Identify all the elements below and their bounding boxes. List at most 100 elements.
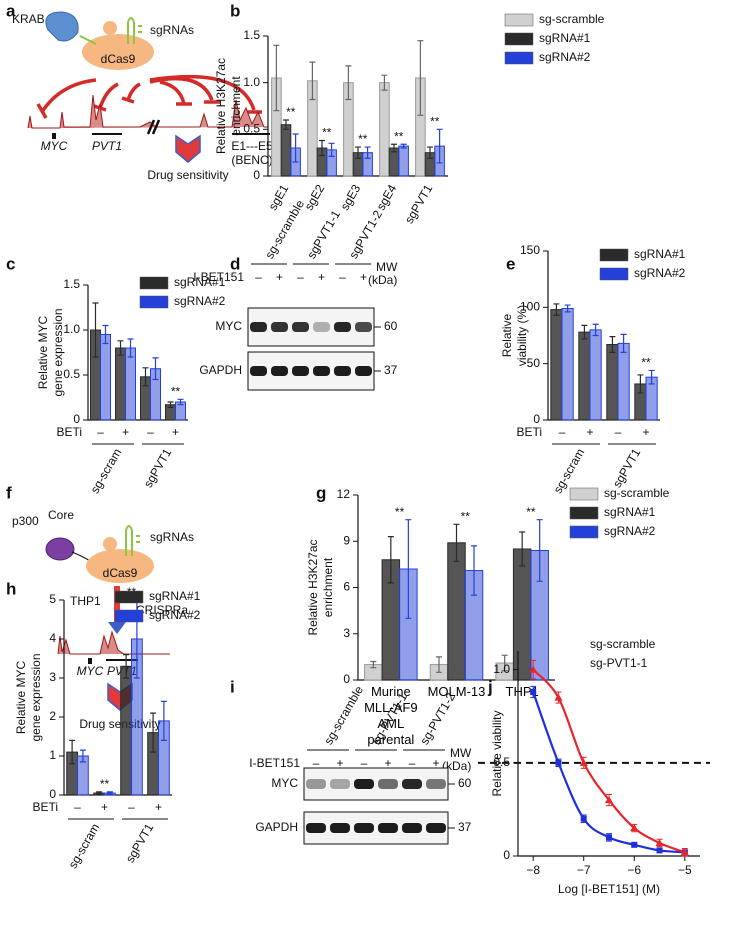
sign: – <box>361 756 368 770</box>
band <box>250 322 267 332</box>
error-bar <box>283 119 289 130</box>
panel-label: e <box>506 254 515 273</box>
legend-swatch <box>504 13 534 27</box>
y-axis-label: Relative viability <box>490 710 504 796</box>
axis <box>357 495 555 681</box>
bar <box>120 665 132 796</box>
label: MYC <box>77 664 104 678</box>
x-tick-label: + <box>642 425 649 439</box>
error-bar <box>417 40 424 116</box>
y-axis-label: Relative MYC <box>14 660 28 734</box>
error-bar <box>620 333 627 353</box>
row-label: MYC <box>271 776 298 790</box>
x-tick-label: Murine MLL-AF9 AML parental <box>364 684 418 747</box>
mw-label: 60 <box>384 319 398 333</box>
band <box>402 823 422 833</box>
gene-marker <box>88 658 92 664</box>
significance: ** <box>526 505 536 519</box>
error-bar <box>564 304 571 313</box>
diagram-a: KRAB dCas9 sgRNAs MYC PVT1 E1---E5 (BENC… <box>12 11 273 182</box>
y-tick-label: 50 <box>527 356 541 370</box>
activation-arrow <box>114 586 120 626</box>
panel-label: f <box>6 483 12 502</box>
legend-label: sgRNA#2 <box>174 294 226 308</box>
band <box>292 322 309 332</box>
x-tick-label: + <box>172 425 179 439</box>
band <box>355 322 372 332</box>
bar <box>512 548 532 681</box>
mw-unit: (kDa) <box>368 273 397 287</box>
band <box>250 366 267 376</box>
label: PVT1 <box>92 139 122 153</box>
group-label: sgPVT1 <box>123 821 157 865</box>
y-tick-label: 0.5 <box>243 122 260 136</box>
x-tick-label: + <box>101 800 108 814</box>
y-tick-label: 150 <box>520 243 540 257</box>
x-tick-label: sgPVT1 <box>402 182 436 226</box>
y-tick-label: 0.5 <box>493 755 510 769</box>
x-tick-label: – <box>615 425 622 439</box>
bar <box>100 334 111 421</box>
error-bar <box>648 369 655 385</box>
band <box>402 779 422 789</box>
sign: + <box>318 270 325 284</box>
band <box>378 779 398 789</box>
point <box>580 815 587 822</box>
label: CRISPRa <box>136 603 188 617</box>
legend-label: sgRNA#1 <box>604 505 656 519</box>
error-bar <box>427 146 433 159</box>
sgrna-shape <box>125 525 140 556</box>
error-bar <box>592 323 599 337</box>
y-axis-label: Relative H3K27ac <box>306 539 320 635</box>
label: sgRNAs <box>150 23 194 37</box>
mw-label: 37 <box>384 363 398 377</box>
y-axis-label: Relative MYC <box>36 315 50 389</box>
point <box>656 847 663 854</box>
krab-shape <box>45 11 79 42</box>
error-bar <box>328 142 335 157</box>
sign: – <box>339 270 346 284</box>
label: E1---E5 <box>231 139 273 153</box>
point <box>555 759 562 766</box>
sign: – <box>297 270 304 284</box>
row-label: GAPDH <box>199 363 242 377</box>
band <box>354 779 374 789</box>
dcas9-shape <box>82 34 154 70</box>
bar <box>379 82 390 177</box>
panel-label: b <box>230 1 240 20</box>
y-tick-label: 0 <box>73 412 80 426</box>
error-bar <box>405 519 412 619</box>
sign: + <box>336 756 343 770</box>
y-axis-label: gene expression <box>29 653 43 741</box>
gene-marker <box>52 133 56 139</box>
mw-unit: (kDa) <box>442 759 471 773</box>
legend-swatch <box>504 32 534 46</box>
y-tick-label: 1.0 <box>243 75 260 89</box>
error-bar <box>501 654 508 672</box>
group-label: sg-scram <box>88 446 125 496</box>
error-bar <box>273 44 280 112</box>
band <box>330 823 350 833</box>
error-bar <box>69 739 76 765</box>
legend-label: sgRNA#2 <box>604 524 656 538</box>
significance: ** <box>358 132 368 146</box>
x-tick-label-box: THP1 <box>506 684 539 699</box>
y-tick-label: 1.0 <box>63 322 80 336</box>
y-axis-label: Relative H3K27ac <box>214 58 228 154</box>
bar <box>398 145 409 177</box>
y-axis-label: Relative <box>500 314 514 358</box>
sign: – <box>255 270 262 284</box>
x-tick-label: – <box>128 800 135 814</box>
mw-title: MW <box>450 746 472 760</box>
x-tick-label: sgE3 <box>338 182 364 213</box>
y-tick-label: 0 <box>253 168 260 182</box>
dcas9-lobe <box>103 21 117 35</box>
error-bar <box>150 712 157 753</box>
point <box>529 665 538 673</box>
y-tick-label: 0 <box>503 848 510 862</box>
label: dCas9 <box>103 566 138 580</box>
y-tick-label: 0.5 <box>63 367 80 381</box>
group-label: sg-scram <box>66 821 103 871</box>
dcas9-lobe <box>103 537 117 551</box>
point <box>630 824 639 832</box>
